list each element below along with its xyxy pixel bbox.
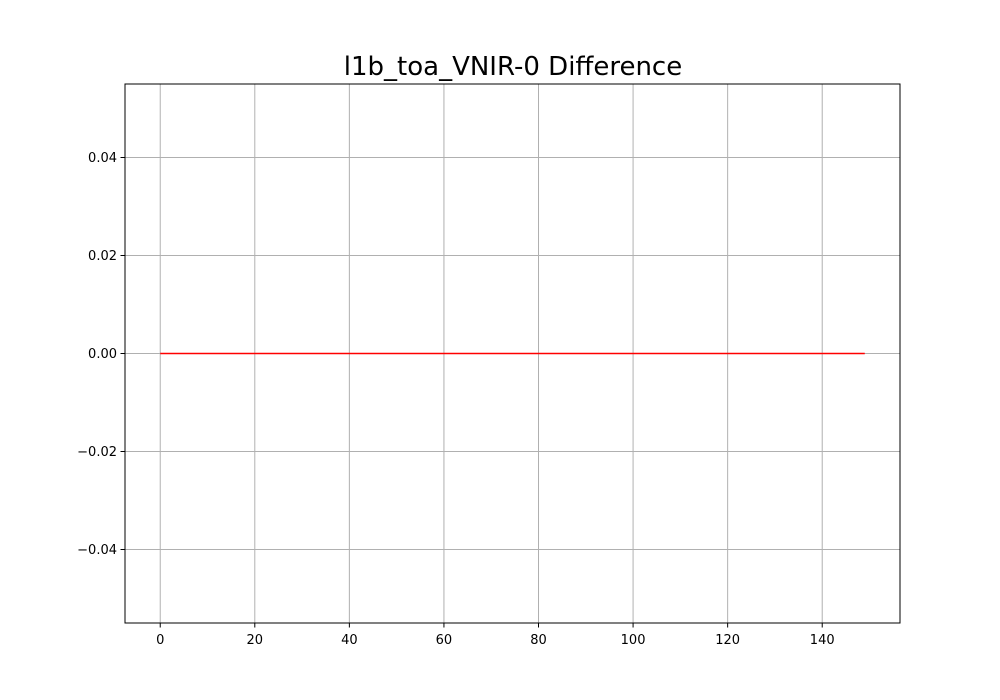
y-tick-label: 0.04 (88, 151, 117, 166)
x-tick-label: 140 (810, 633, 835, 648)
chart-title: l1b_toa_VNIR-0 Difference (344, 52, 682, 82)
y-tick-label: 0.00 (88, 347, 117, 362)
x-tick-label: 60 (436, 633, 453, 648)
plot-area: 0 20 40 60 80 100 120 140 −0.04 −0.02 0.00 0.02 0.0… (77, 83, 901, 648)
x-tick-label: 100 (621, 633, 646, 648)
x-tick-label: 0 (156, 633, 164, 648)
x-tick-label: 80 (530, 633, 547, 648)
y-tick-label: 0.02 (88, 249, 117, 264)
y-tick-label: −0.02 (77, 445, 117, 460)
x-axis: 0 20 40 60 80 100 120 140 (156, 623, 835, 648)
y-axis: −0.04 −0.02 0.00 0.02 0.04 (77, 151, 125, 558)
x-tick-label: 120 (715, 633, 740, 648)
y-tick-label: −0.04 (77, 543, 117, 558)
x-tick-label: 40 (341, 633, 358, 648)
x-tick-label: 20 (247, 633, 264, 648)
